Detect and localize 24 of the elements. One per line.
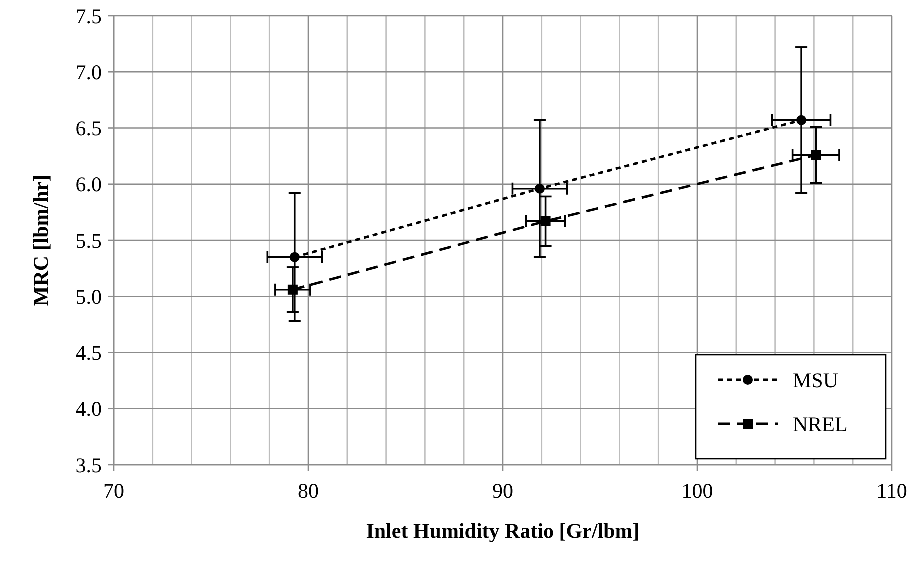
x-tick-label: 80 bbox=[298, 479, 319, 503]
y-tick-label: 5.5 bbox=[76, 228, 102, 253]
point bbox=[290, 252, 300, 262]
x-tick-label: 90 bbox=[492, 479, 514, 503]
point bbox=[288, 284, 298, 295]
y-tick-label: 3.5 bbox=[76, 453, 102, 478]
point bbox=[534, 184, 545, 194]
y-tick-label: 6.5 bbox=[76, 116, 102, 141]
legend-label: NREL bbox=[793, 412, 848, 436]
x-tick-label: 110 bbox=[876, 479, 908, 503]
y-axis-title: MRC [lbm/hr] bbox=[29, 174, 53, 306]
y-tick-label: 4.0 bbox=[76, 397, 102, 422]
legend-label: MSU bbox=[793, 368, 839, 392]
point bbox=[796, 115, 807, 126]
y-tick-label: 7.0 bbox=[76, 60, 102, 84]
y-tick-label: 5.0 bbox=[76, 284, 102, 309]
y-tick-label: 4.5 bbox=[76, 341, 102, 366]
x-axis-title: Inlet Humidity Ratio [Gr/lbm] bbox=[366, 519, 640, 543]
point bbox=[811, 150, 822, 160]
x-tick-label: 70 bbox=[104, 479, 124, 503]
y-tick-label: 6.0 bbox=[76, 172, 102, 197]
y-tick-label: 7.5 bbox=[76, 4, 102, 28]
point bbox=[540, 216, 551, 226]
x-tick-label: 100 bbox=[682, 479, 714, 503]
